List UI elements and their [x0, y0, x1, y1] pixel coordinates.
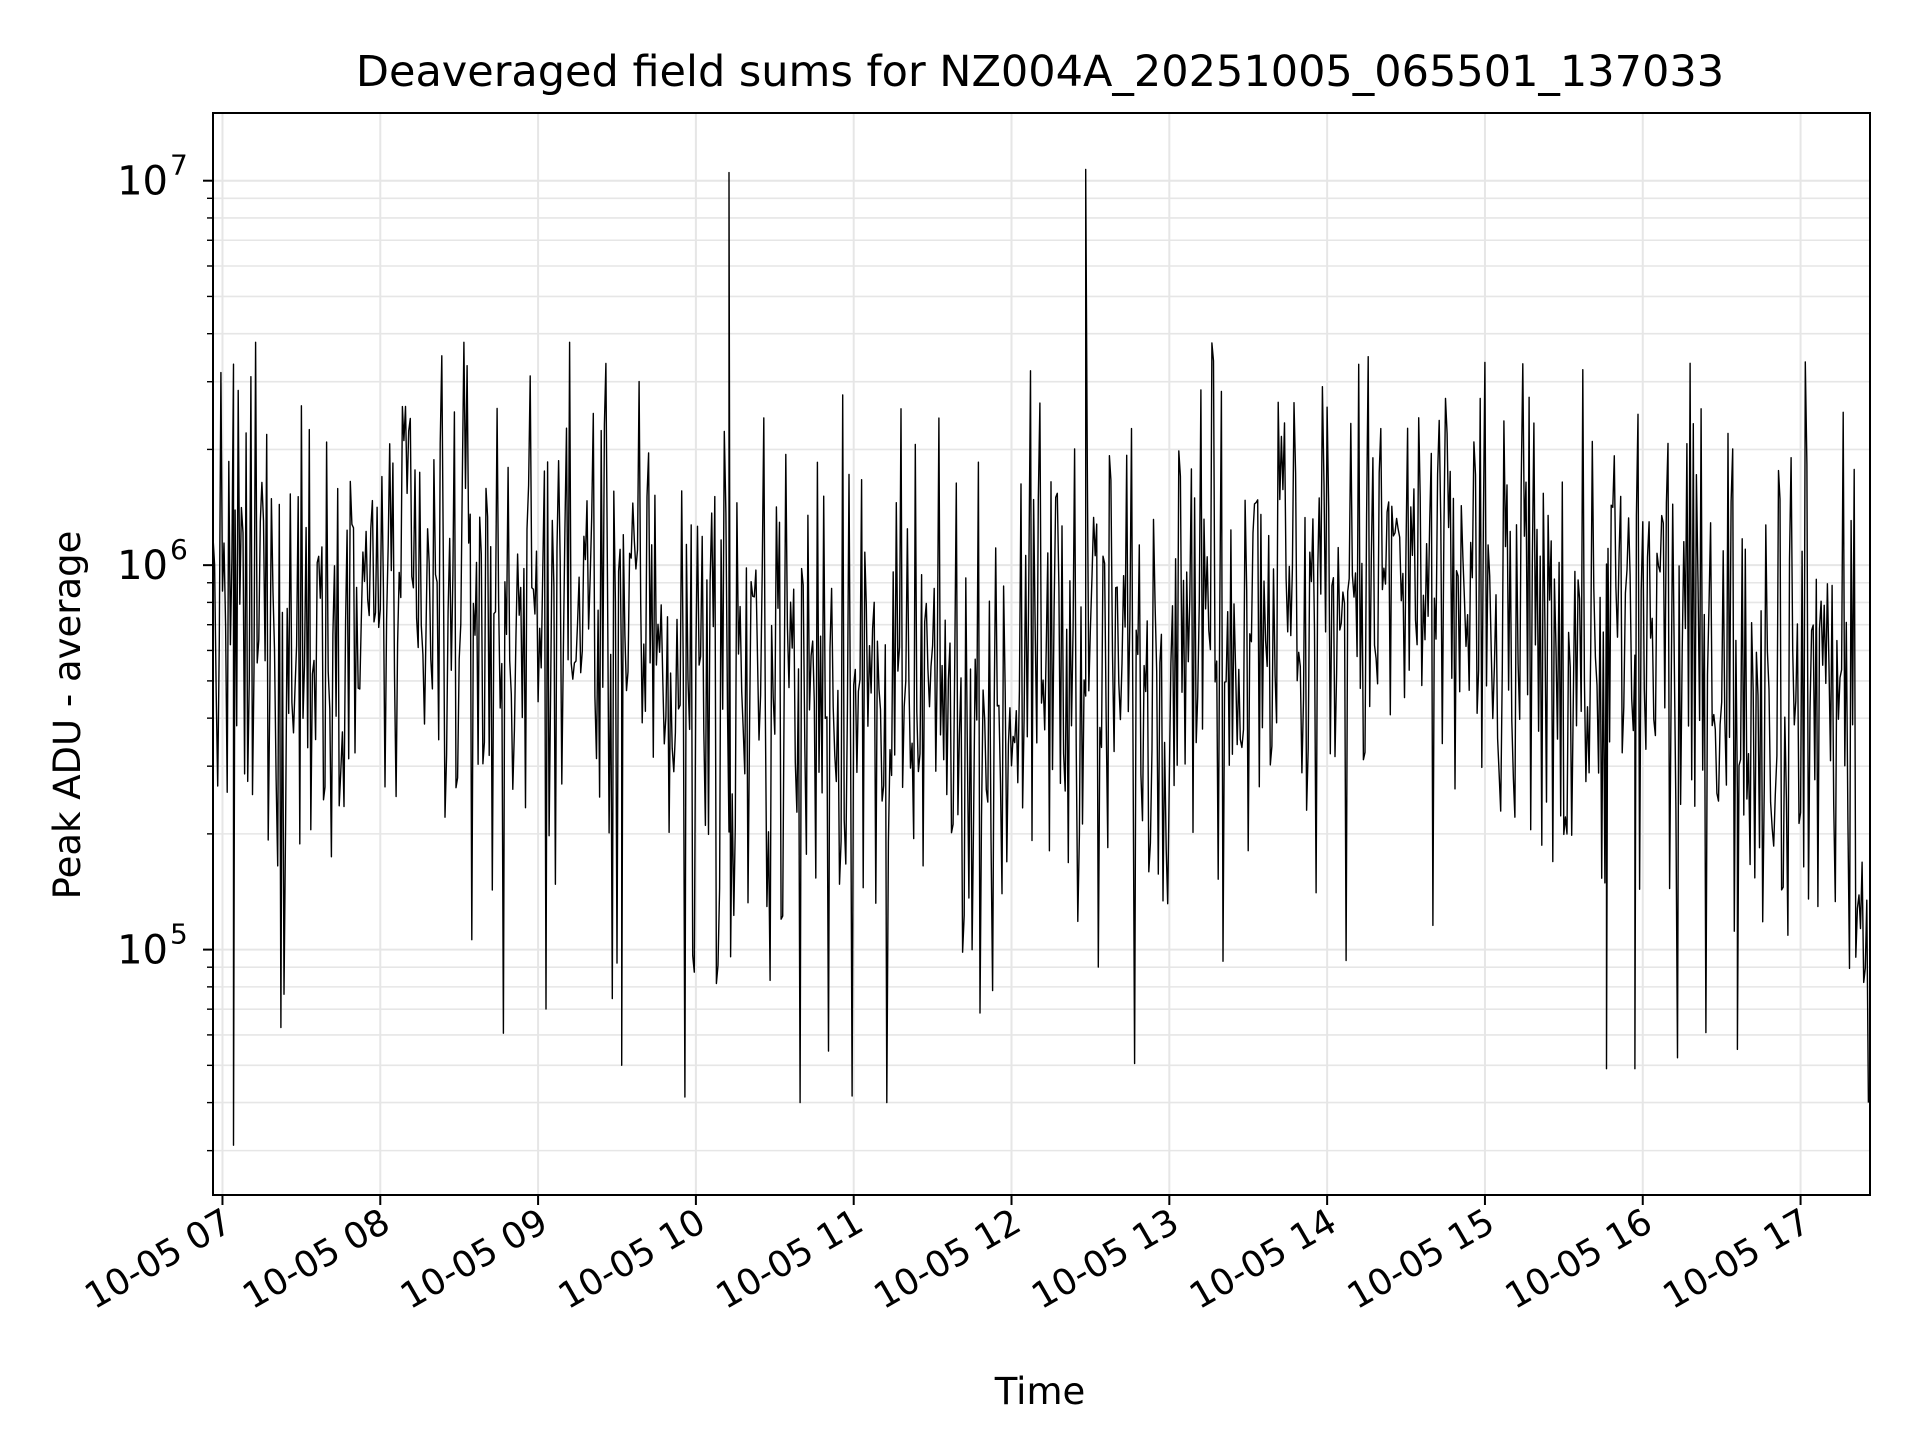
y-tick-label-exponent: 7	[170, 149, 188, 182]
chart-title: Deaveraged field sums for NZ004A_2025100…	[356, 47, 1724, 97]
y-tick-label-exponent: 5	[170, 918, 188, 951]
x-tick-label: 10-05 12	[867, 1201, 1028, 1317]
y-tick-label-base: 10	[117, 928, 168, 974]
x-tick-label: 10-05 11	[710, 1201, 871, 1317]
y-tick-label-exponent: 6	[170, 533, 188, 566]
series-group	[212, 168, 1870, 1146]
x-tick-label: 10-05 15	[1341, 1201, 1502, 1317]
x-tick-label: 10-05 07	[78, 1201, 239, 1317]
x-tick-label: 10-05 08	[236, 1201, 397, 1317]
x-tick-label: 10-05 09	[394, 1201, 555, 1317]
y-axis-label: Peak ADU - average	[46, 531, 89, 900]
y-tick-label-base: 10	[117, 159, 168, 205]
plot-frame	[212, 112, 1871, 1196]
x-tick-label: 10-05 17	[1656, 1201, 1817, 1317]
x-axis-label: Time	[994, 1370, 1086, 1413]
x-tick-label: 10-05 13	[1025, 1201, 1186, 1317]
x-tick-label: 10-05 10	[552, 1201, 713, 1317]
x-tick-label: 10-05 16	[1499, 1201, 1660, 1317]
x-tick-label: 10-05 14	[1183, 1201, 1344, 1317]
y-tick-label-base: 10	[117, 543, 168, 589]
series-line	[212, 168, 1870, 1146]
